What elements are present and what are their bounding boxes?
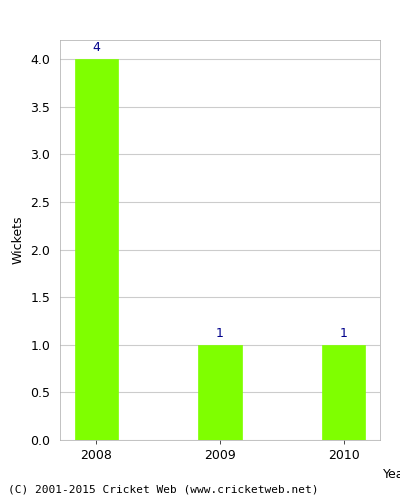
Bar	[198, 345, 242, 440]
Bar	[322, 345, 366, 440]
Text: 1: 1	[216, 327, 224, 340]
Bar	[74, 59, 118, 440]
Text: (C) 2001-2015 Cricket Web (www.cricketweb.net): (C) 2001-2015 Cricket Web (www.cricketwe…	[8, 485, 318, 495]
Y-axis label: Wickets: Wickets	[12, 216, 25, 264]
Text: 4: 4	[92, 42, 100, 54]
Text: 1: 1	[340, 327, 348, 340]
X-axis label: Year: Year	[383, 468, 400, 481]
